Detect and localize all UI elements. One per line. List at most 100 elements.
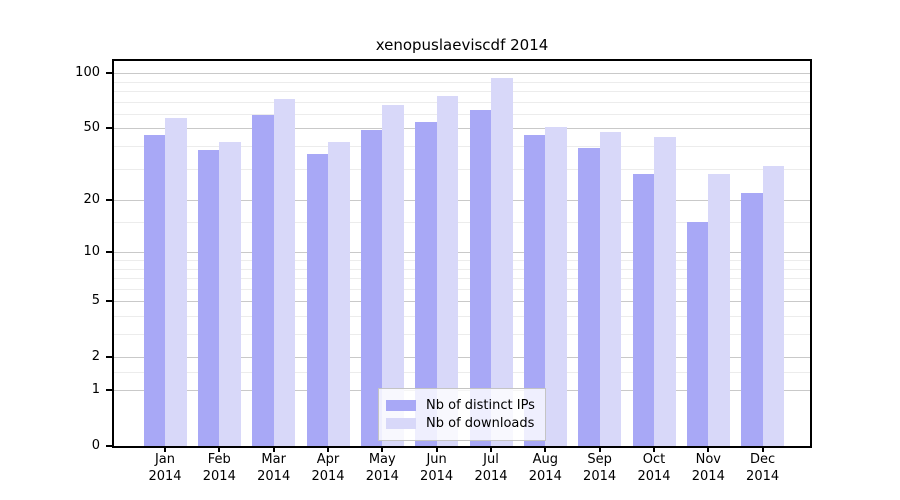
x-tick-jan xyxy=(164,446,166,452)
legend-item-distinct-ips: Nb of distinct IPs xyxy=(386,397,541,414)
x-tick-aug xyxy=(544,446,547,452)
x-tick-label-jan: Jan 2014 xyxy=(133,451,197,485)
legend-label-downloads: Nb of downloads xyxy=(426,416,535,431)
x-tick-label-apr: Apr 2014 xyxy=(296,451,360,485)
bar-downloads-may xyxy=(382,105,404,446)
gridline-minor-8 xyxy=(114,268,810,270)
gridline-minor-15 xyxy=(114,222,810,223)
x-tick-month: Feb xyxy=(207,452,231,467)
legend-swatch-downloads xyxy=(386,418,416,429)
x-tick-feb xyxy=(218,446,221,452)
x-tick-label-may: May 2014 xyxy=(350,451,414,485)
y-tick-label-1: 1 xyxy=(91,382,100,397)
gridline-minor-70 xyxy=(114,101,810,103)
x-tick-jun xyxy=(435,446,438,452)
x-tick-label-feb: Feb 2014 xyxy=(187,451,251,485)
x-tick-month: Apr xyxy=(316,452,340,467)
gridline-minor-80 xyxy=(114,91,810,92)
x-tick-month: Oct xyxy=(642,452,666,467)
gridline-minor-4 xyxy=(114,316,810,317)
bar-downloads-oct xyxy=(654,136,676,446)
bar-distinct-ips-may xyxy=(360,130,383,446)
x-tick-year: 2014 xyxy=(311,469,345,484)
y-tick-label-100: 100 xyxy=(75,65,100,81)
gridline-major-10 xyxy=(114,252,810,254)
x-tick-month: Aug xyxy=(532,452,558,467)
x-tick-month: Jul xyxy=(483,452,499,467)
bar-downloads-dec xyxy=(762,166,785,446)
legend-item-downloads: Nb of downloads xyxy=(386,415,541,432)
bar-distinct-ips-nov xyxy=(686,222,709,446)
bar-distinct-ips-jul xyxy=(469,110,491,446)
plot-area xyxy=(112,59,812,448)
gridline-minor-3 xyxy=(114,334,810,335)
bar-distinct-ips-mar xyxy=(252,115,274,446)
bar-distinct-ips-feb xyxy=(197,150,220,446)
gridline-minor-30 xyxy=(114,168,810,170)
y-tick-label-2: 2 xyxy=(91,349,100,365)
y-tick-1 xyxy=(106,389,112,391)
bar-downloads-nov xyxy=(708,174,730,446)
bar-downloads-jun xyxy=(436,96,459,446)
bar-downloads-sep xyxy=(599,131,622,446)
y-tick-5 xyxy=(106,300,112,303)
gridline-major-2 xyxy=(114,357,810,359)
x-tick-nov xyxy=(707,446,710,452)
x-tick-year: 2014 xyxy=(420,469,454,484)
y-tick-label-50: 50 xyxy=(83,120,100,136)
gridline-minor-7 xyxy=(114,278,810,279)
bar-downloads-jul xyxy=(491,78,513,446)
legend-swatch-distinct-ips xyxy=(386,400,416,411)
x-tick-label-sep: Sep 2014 xyxy=(568,451,632,485)
legend: Nb of distinct IPs Nb of downloads xyxy=(378,388,546,441)
x-tick-month: May xyxy=(368,452,396,467)
legend-label-distinct-ips: Nb of distinct IPs xyxy=(426,398,535,413)
x-tick-year: 2014 xyxy=(365,469,399,484)
gridline-minor-60 xyxy=(114,113,810,115)
y-tick-20 xyxy=(106,199,112,202)
bar-downloads-jan xyxy=(165,118,187,446)
gridline-minor-90 xyxy=(114,81,810,83)
y-tick-label-5: 5 xyxy=(91,293,100,309)
x-tick-jul xyxy=(490,446,492,452)
y-tick-10 xyxy=(106,251,112,254)
x-tick-apr xyxy=(327,446,329,452)
x-tick-month: Sep xyxy=(587,452,612,467)
x-tick-mar xyxy=(272,446,275,452)
y-tick-label-10: 10 xyxy=(83,244,100,260)
chart-title: xenopuslaeviscdf 2014 xyxy=(375,36,549,54)
x-tick-month: Nov xyxy=(695,452,721,467)
x-tick-month: Jan xyxy=(154,452,176,467)
bar-downloads-aug xyxy=(545,126,567,446)
x-tick-year: 2014 xyxy=(474,469,508,484)
x-tick-month: Mar xyxy=(261,452,286,467)
x-tick-year: 2014 xyxy=(583,469,617,484)
y-tick-2 xyxy=(106,356,112,359)
y-tick-100 xyxy=(106,72,112,75)
x-tick-label-jul: Jul 2014 xyxy=(459,451,523,485)
y-tick-label-20: 20 xyxy=(83,192,100,208)
gridline-minor-9 xyxy=(114,260,810,261)
bar-distinct-ips-oct xyxy=(632,174,654,446)
x-tick-year: 2014 xyxy=(637,469,671,484)
x-tick-label-dec: Dec 2014 xyxy=(731,451,795,485)
x-tick-oct xyxy=(653,446,655,452)
x-tick-label-mar: Mar 2014 xyxy=(242,451,306,485)
gridline-minor-6 xyxy=(114,288,810,290)
x-tick-year: 2014 xyxy=(691,469,725,484)
x-tick-year: 2014 xyxy=(746,469,780,484)
y-tick-label-0: 0 xyxy=(91,438,100,453)
x-tick-may xyxy=(381,446,384,452)
gridline-major-100 xyxy=(114,73,810,75)
x-tick-year: 2014 xyxy=(148,469,182,484)
y-tick-50 xyxy=(106,127,112,130)
x-tick-label-aug: Aug 2014 xyxy=(513,451,577,485)
bar-distinct-ips-dec xyxy=(741,192,763,446)
y-tick-0 xyxy=(106,445,112,447)
gridline-minor-40 xyxy=(114,146,810,147)
bar-downloads-apr xyxy=(328,142,350,446)
bar-distinct-ips-sep xyxy=(578,148,600,446)
x-tick-label-jun: Jun 2014 xyxy=(405,451,469,485)
bar-distinct-ips-apr xyxy=(306,154,328,446)
